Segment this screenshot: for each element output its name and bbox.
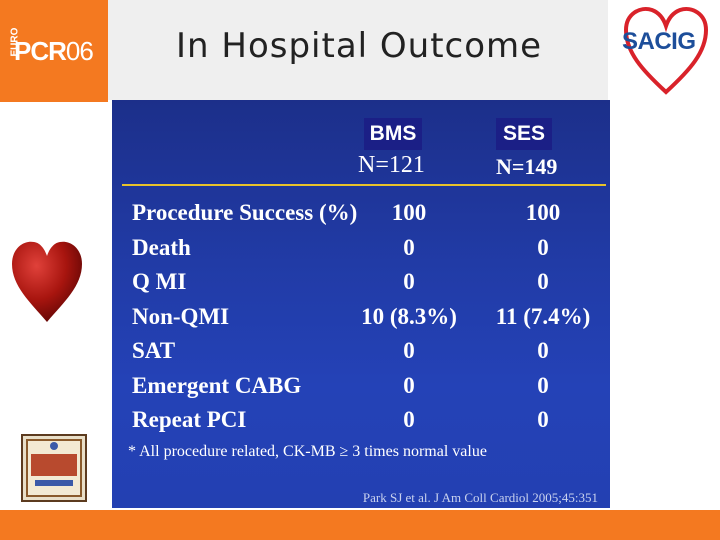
row-label: Repeat PCI — [132, 407, 247, 432]
bms-value: 100 — [391, 200, 427, 225]
row-label: Death — [132, 235, 191, 260]
logo-pcr-text: PCR06 — [14, 36, 94, 67]
table-row: Emergent CABG 0 0 — [132, 373, 602, 407]
table-row: Death 0 0 — [132, 235, 602, 269]
ses-value: 100 — [525, 200, 561, 225]
row-label: Non-QMI — [132, 304, 230, 329]
logo-pcr-main: PCR — [14, 36, 67, 66]
bms-value: 0 — [403, 338, 415, 363]
heart-icon — [12, 241, 82, 322]
ses-value: 0 — [537, 338, 549, 363]
bms-sample-size: N=121 — [358, 152, 425, 178]
bms-value: 0 — [403, 235, 415, 260]
sacig-text: SACIG — [622, 28, 696, 55]
table-row: SAT 0 0 — [132, 338, 602, 372]
footnote: * All procedure related, CK-MB ≥ 3 times… — [128, 443, 487, 460]
citation: Park SJ et al. J Am Coll Cardiol 2005;45… — [362, 490, 598, 505]
ses-value: 0 — [537, 373, 549, 398]
ses-sample-size: N=149 — [496, 154, 558, 179]
conference-badge-icon — [21, 434, 87, 502]
ses-value: 0 — [537, 269, 549, 294]
bottom-bar — [0, 510, 720, 540]
bms-value: 10 (8.3%) — [361, 304, 457, 329]
ses-value: 0 — [537, 407, 549, 432]
row-label: Q MI — [132, 269, 187, 294]
bms-value: 0 — [403, 269, 415, 294]
row-label: Procedure Success (%) — [132, 200, 358, 225]
row-label: Emergent CABG — [132, 373, 302, 398]
logo-pcr-year: 06 — [65, 36, 94, 66]
outcome-slide: BMS SES N=121 N=149 Procedure Success (%… — [112, 100, 610, 508]
table-row: Q MI 0 0 — [132, 269, 602, 303]
sacig-logo: SACIG — [612, 0, 720, 100]
table-row: Repeat PCI 0 0 — [132, 407, 602, 441]
ses-column-badge: SES — [496, 118, 552, 150]
header-divider — [122, 184, 606, 186]
table-row: Procedure Success (%) 100 100 — [132, 200, 602, 234]
table-row: Non-QMI 10 (8.3%) 11 (7.4%) — [132, 304, 602, 338]
ses-value: 0 — [537, 235, 549, 260]
bms-value: 0 — [403, 373, 415, 398]
page-title: In Hospital Outcome — [176, 26, 543, 66]
heart-outline-icon — [623, 7, 709, 95]
europcr-logo: EURO PCR06 — [0, 0, 108, 102]
bms-column-badge: BMS — [364, 118, 422, 150]
bms-value: 0 — [403, 407, 415, 432]
ses-value: 11 (7.4%) — [495, 304, 591, 329]
row-label: SAT — [132, 338, 176, 363]
